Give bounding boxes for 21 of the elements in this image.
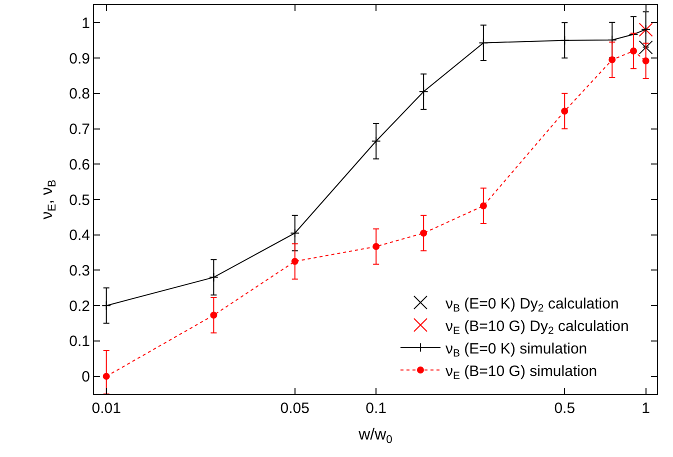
x-tick-label: 0.1 xyxy=(366,400,387,417)
x-axis-title: w/w$_{0}$ xyxy=(358,426,392,446)
y-tick-label: 0 xyxy=(82,368,90,386)
legend-label: ν$_{E}$ (B=10 G) Dy$_{2}$ calculation xyxy=(445,318,629,337)
y-tick-label: 0.1 xyxy=(69,333,90,350)
legend-label: ν$_{B}$ (E=0 K) simulation xyxy=(445,340,588,360)
y-tick-label: 0.7 xyxy=(69,121,90,138)
y-tick-label: 0.3 xyxy=(69,262,90,280)
y-tick-label: 0.6 xyxy=(69,156,90,174)
y-tick-label: 0.9 xyxy=(69,50,90,68)
y-tick-label: 0.5 xyxy=(69,192,90,209)
legend-label: ν$_{B}$ (E=0 K) Dy$_{2}$ calculation xyxy=(445,295,619,314)
legend-label: ν$_{E}$ (B=10 G) simulation xyxy=(445,362,598,382)
x-tick-label: 1 xyxy=(642,400,650,417)
x-tick-label: 0.05 xyxy=(280,400,310,417)
x-tick-label: 0.5 xyxy=(554,400,576,417)
y-tick-label: 0.8 xyxy=(69,86,90,103)
y-tick-label: 1 xyxy=(82,14,90,32)
x-tick-label: 0.01 xyxy=(92,400,121,417)
y-tick-label: 0.4 xyxy=(69,227,90,244)
y-tick-label: 0.2 xyxy=(69,298,90,315)
